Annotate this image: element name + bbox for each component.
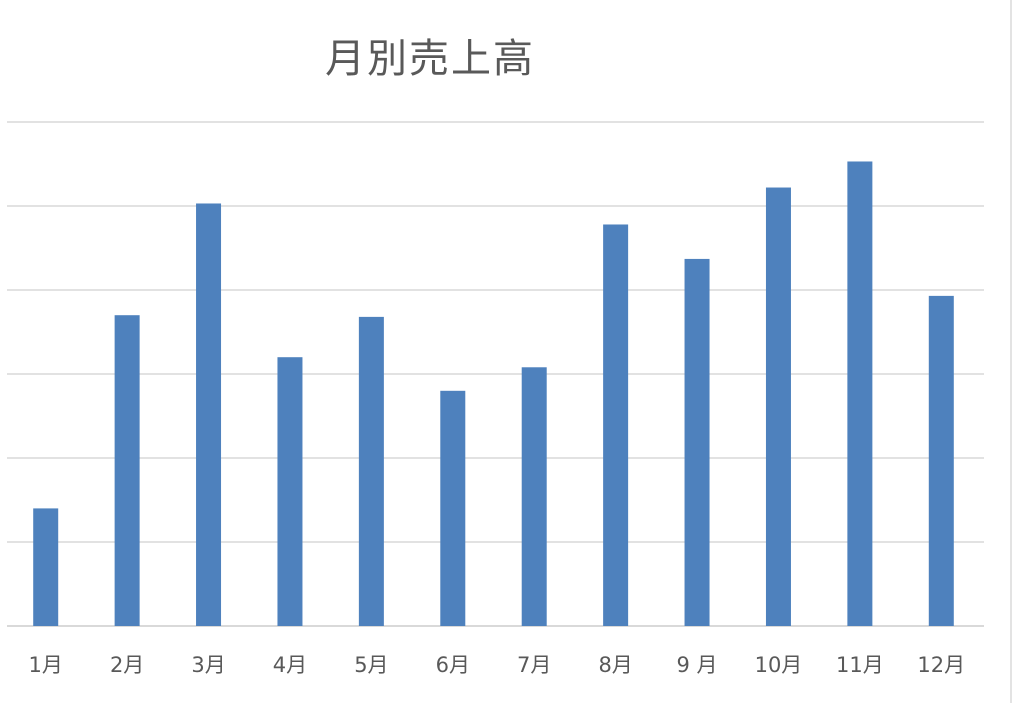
bar-10 [765, 187, 791, 626]
x-tick-label: 4月 [273, 653, 307, 677]
x-tick-label: 6月 [436, 653, 470, 677]
bars [33, 161, 954, 627]
x-tick-label: 5月 [354, 653, 388, 677]
x-tick-label: 3月 [191, 653, 225, 677]
bar-8 [603, 224, 629, 627]
x-tick-label: 1月 [29, 653, 63, 677]
x-tick-label: 7月 [517, 653, 551, 677]
x-tick-label: 2月 [110, 653, 144, 677]
x-tick-label: 11月 [836, 653, 884, 677]
gridlines [7, 121, 984, 627]
bar-7 [521, 367, 547, 626]
bar-9 [684, 258, 710, 626]
bar-6 [440, 390, 466, 626]
x-tick-label: 12月 [917, 653, 965, 677]
x-axis-labels: 1月 2月 3月 4月 5月 6月 7月 8月 9 月 10月 11月 12月 [29, 653, 966, 677]
right-border [1010, 0, 1012, 703]
bar-2 [114, 315, 140, 626]
x-tick-label: 10月 [755, 653, 803, 677]
x-tick-label: 8月 [598, 653, 632, 677]
bar-3 [196, 203, 222, 627]
bar-4 [277, 357, 303, 626]
bar-1 [33, 508, 59, 626]
bar-11 [847, 161, 873, 627]
bar-5 [358, 316, 384, 626]
bar-12 [928, 295, 954, 626]
x-tick-label: 9 月 [677, 653, 718, 677]
chart-title: 月別売上高 [325, 36, 535, 82]
